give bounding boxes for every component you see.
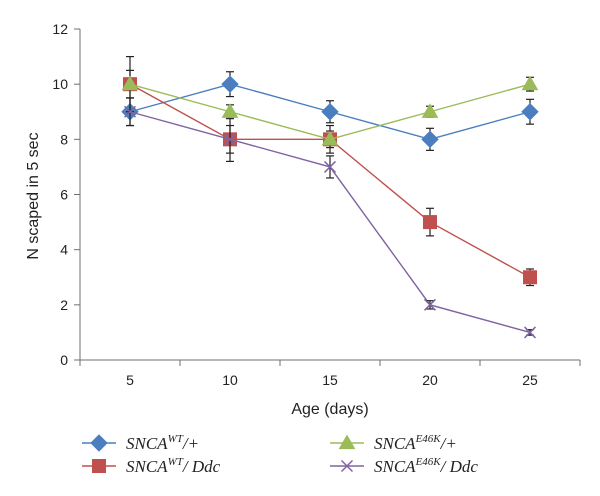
legend-marker [340,459,354,473]
legend-label-sup: WT [168,433,184,445]
y-tick-label: 4 [60,242,68,258]
legend-label-base: SNCA [126,434,168,453]
legend-label-rest: / Ddc [182,457,221,476]
y-tick-label: 8 [60,131,68,147]
legend-label: SNCAE46K/ Ddc [374,456,478,476]
x-tick-label: 15 [322,372,338,388]
x-axis-ticks: 5 10 15 20 25 [79,360,581,388]
data-point [523,270,537,285]
y-tick-label: 0 [60,352,68,368]
y-axis-ticks: 0 2 4 6 8 10 12 [52,21,80,368]
legend-label-rest: /+ [440,434,457,453]
data-point [221,75,239,93]
data-point [323,160,337,173]
y-tick-label: 12 [52,21,68,37]
x-tick-label: 10 [222,372,238,388]
legend-label-base: SNCA [126,457,168,476]
series-3 [121,69,539,149]
y-axis-title: N scaped in 5 sec [25,132,42,259]
data-point [421,103,439,118]
data-point [121,75,139,91]
legend-label-rest: / Ddc [440,457,479,476]
legend-marker [338,434,356,450]
legend-item: SNCAWT/+ [82,433,199,453]
legend-item: SNCAE46K/+ [330,433,457,453]
legend-label-base: SNCA [374,457,416,476]
data-point [223,133,237,146]
data-point [521,103,539,121]
legend-label: SNCAE46K/+ [374,433,457,453]
legend-marker [92,459,106,473]
legend-marker [90,434,108,452]
data-point [421,130,439,149]
marker-stroke [423,298,437,311]
legend-label-sup: E46K [415,433,442,445]
legend-label-sup: E46K [415,456,442,468]
series-layer [121,55,539,339]
x-axis-title: Age (days) [291,401,368,418]
legend-item: SNCAE46K/ Ddc [330,456,478,476]
legend-item: SNCAWT/ Ddc [82,456,221,476]
x-tick-label: 20 [422,372,438,388]
data-point [423,298,437,311]
marker-stroke [340,459,354,473]
x-tick-label: 25 [522,372,538,388]
series-4 [123,97,537,339]
legend-label-base: SNCA [374,434,416,453]
x-tick-label: 5 [126,372,134,388]
legend-label: SNCAWT/ Ddc [126,456,221,476]
marker-stroke [223,133,237,146]
y-tick-label: 10 [52,76,68,92]
marker-stroke [323,160,337,173]
data-point [423,215,437,230]
data-point [321,130,339,146]
plot-area [79,29,580,361]
y-tick-label: 6 [60,187,68,203]
data-point [321,103,339,121]
marker-stroke [123,105,137,118]
y-tick-label: 2 [60,297,68,313]
legend-label-sup: WT [168,456,184,468]
marker-stroke [523,326,537,339]
data-point [123,105,137,118]
data-point [221,103,239,118]
data-point [523,326,537,339]
legend-label-rest: /+ [182,434,199,453]
data-point [521,75,539,91]
legend-label: SNCAWT/+ [126,433,199,453]
